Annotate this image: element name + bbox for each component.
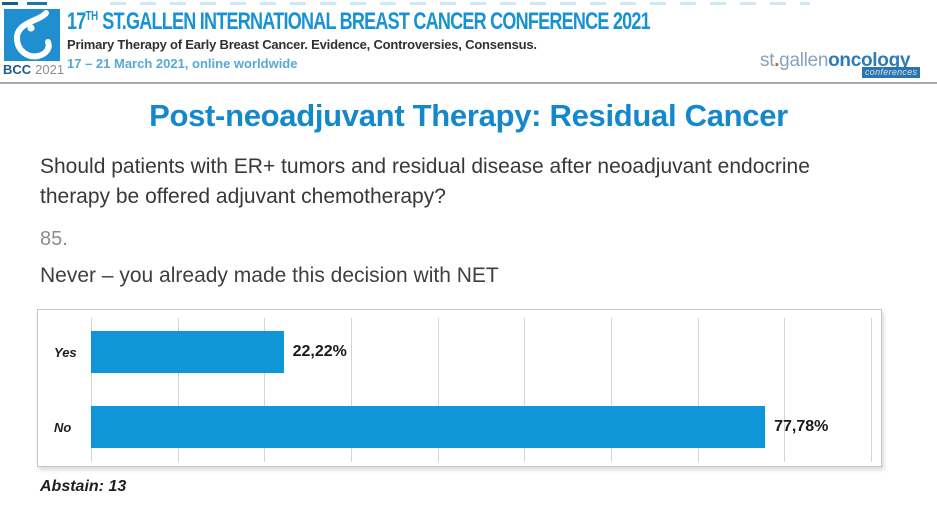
brand-st: st <box>760 50 775 71</box>
bcc-text: BCC <box>3 62 32 77</box>
conference-subtitle: Primary Therapy of Early Breast Cancer. … <box>67 37 537 52</box>
question-text: Should patients with ER+ tumors and resi… <box>40 155 810 208</box>
chart-gridline <box>697 318 699 462</box>
chart-gridline <box>784 318 786 462</box>
bcc-logo-caption: BCC 2021 <box>3 62 64 77</box>
chart-gridline <box>871 318 873 462</box>
bar-value-label: 77,78% <box>774 418 829 435</box>
conference-title: 17TH ST.GALLEN INTERNATIONAL BREAST CANCE… <box>67 8 651 36</box>
chart-gridline <box>264 318 266 462</box>
bar-category-label: Yes <box>54 345 77 360</box>
bar-category-label: No <box>54 420 72 435</box>
artifact-smear <box>110 2 810 5</box>
bcc-logo <box>4 9 60 61</box>
artifact-dash <box>2 2 18 5</box>
conference-title-text: ST.GALLEN INTERNATIONAL BREAST CANCER CO… <box>102 8 650 35</box>
abstain-count: Abstain: 13 <box>40 478 127 495</box>
header-separator <box>0 82 937 84</box>
poll-bar-chart: Yes 22,22% No 77,78% <box>37 309 882 467</box>
brand-dot: . <box>774 50 780 71</box>
conference-title-number: 17 <box>67 8 86 35</box>
bcc-year: 2021 <box>35 62 65 77</box>
chart-gridline <box>524 318 526 462</box>
bar-value-label: 22,22% <box>292 343 347 360</box>
chart-gridline <box>611 318 613 462</box>
brand-oncology: oncology <box>828 50 911 71</box>
bar-yes <box>91 331 284 373</box>
conference-dates: 17 – 21 March 2021, online worldwide <box>67 56 298 71</box>
chart-gridline <box>437 318 439 462</box>
conference-title-ordinal: TH <box>85 8 99 23</box>
bar-no <box>91 406 766 448</box>
artifact-dash <box>27 2 47 5</box>
slide-title: Post-neoadjuvant Therapy: Residual Cance… <box>149 98 788 133</box>
brand-gallen: gallen <box>779 50 829 71</box>
brand-conferences-tag: conferences <box>862 67 921 78</box>
chart-gridline <box>351 318 352 462</box>
chart-gridline <box>177 318 179 462</box>
question-number: 85. <box>40 228 68 250</box>
stgallen-oncology-logo: st.gallenoncology <box>760 50 910 72</box>
chart-gridline <box>91 318 92 462</box>
answer-statement: Never – you already made this decision w… <box>40 264 499 287</box>
drop-icon <box>13 10 52 60</box>
